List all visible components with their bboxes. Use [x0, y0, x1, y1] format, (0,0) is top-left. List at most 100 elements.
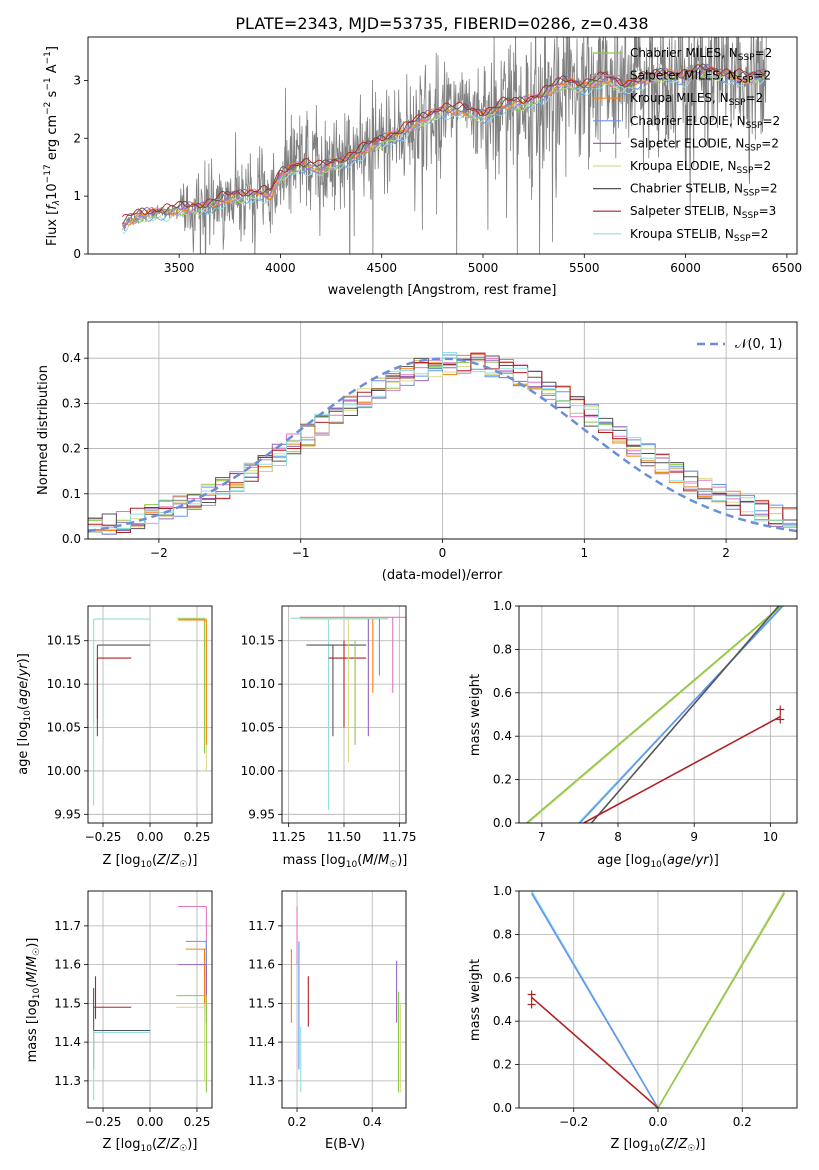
x-tick-label: 0.00	[137, 830, 164, 844]
age_vs_mass-plot-area	[290, 616, 406, 810]
y-tick-label: 0.8	[493, 927, 512, 941]
x-tick-label: 2	[722, 546, 730, 560]
mass-weight-line-chabrier_stelib	[590, 606, 780, 823]
y-tick-label: 11.5	[248, 996, 275, 1010]
y-tick-label: 0.3	[62, 396, 81, 410]
legend-label: Kroupa MILES, NSSP=2	[630, 91, 763, 108]
y-tick-label: 9.95	[54, 807, 81, 821]
y-tick-label: 11.3	[248, 1074, 275, 1088]
model-line-chabrier_stelib	[122, 63, 766, 225]
y-tick-label: 0.0	[62, 532, 81, 546]
y-tick-label: 0.2	[493, 773, 512, 787]
gaussian-curve	[88, 357, 797, 533]
y-tick-label: 11.4	[54, 1035, 81, 1049]
y-tick-label: 10.00	[241, 764, 275, 778]
y-tick-label: 9.95	[248, 807, 275, 821]
legend-label: Chabrier MILES, NSSP=2	[630, 46, 772, 63]
y-tick-label: 11.6	[54, 958, 81, 972]
spectrum-ylabel: Flux [fλ10−17 erg cm−2 s−1 A−1]	[43, 46, 62, 246]
mass-weight-line-chabrier_miles	[657, 892, 786, 1108]
x-tick-label: 6000	[670, 261, 701, 275]
x-tick-label: 8	[614, 830, 622, 844]
figure-title: PLATE=2343, MJD=53735, FIBERID=0286, z=0…	[235, 14, 648, 33]
axes-frame	[87, 890, 213, 1109]
massweight-vs-Z-panel: Z [log10(Z/Z☉)] mass weight −0.2 0.0 0.2 0.…	[468, 884, 798, 1154]
age_vs_Z-plot-area	[93, 617, 207, 806]
data-spectrum-line	[122, 37, 767, 254]
x-tick-label: 0.25	[184, 830, 211, 844]
mass-weight-line-salpeter_stelib	[583, 715, 781, 823]
mass-weight-line-salpeter_stelib	[531, 996, 659, 1108]
mwAge-ylabel: mass weight	[468, 674, 483, 756]
y-tick-label: 10.15	[241, 634, 275, 648]
legend-label: Kroupa ELODIE, NSSP=2	[630, 159, 771, 176]
y-tick-label: 10.10	[241, 677, 275, 691]
ageZ-ylabel: age [log10(age/yr)]	[16, 653, 33, 775]
ageM-xlabel: mass [log10(M/M☉)]	[283, 853, 408, 870]
y-tick-label: 11.4	[248, 1035, 275, 1049]
y-tick-label: 1	[73, 189, 81, 203]
y-tick-label: 0.6	[493, 971, 512, 985]
y-tick-label: 0	[73, 247, 81, 261]
y-tick-label: 10.15	[47, 634, 81, 648]
mass_vs_Z-plot-area	[93, 905, 207, 1101]
x-tick-label: 0.0	[648, 1115, 667, 1129]
legend-label: Salpeter ELODIE, NSSP=2	[630, 136, 779, 153]
y-tick-label: 0.2	[493, 1058, 512, 1072]
y-tick-label: 0.0	[493, 1101, 512, 1115]
legend-label: Salpeter STELIB, NSSP=3	[630, 204, 776, 221]
mass-weight-line-chabrier_elodie	[530, 892, 659, 1108]
spectrum-xlabel: wavelength [Angstrom, rest frame]	[328, 283, 557, 298]
legend-label: Salpeter MILES, NSSP=2	[630, 69, 771, 86]
x-tick-label: 7	[538, 830, 546, 844]
y-tick-label: 0.4	[493, 1014, 512, 1028]
axes-frame	[87, 605, 213, 824]
y-tick-label: 10.05	[47, 721, 81, 735]
x-tick-label: 5000	[468, 261, 499, 275]
y-tick-label: 0.2	[62, 442, 81, 456]
spectrum-plot-area	[122, 37, 767, 254]
y-tick-label: 10.05	[241, 721, 275, 735]
y-tick-label: 11.5	[54, 996, 81, 1010]
mass-vs-Z-panel: Z [log10(Z/Z☉)] mass [log10(M/M☉)] −0.25…	[25, 890, 213, 1154]
x-tick-label: 5500	[569, 261, 600, 275]
y-tick-label: 0.1	[62, 487, 81, 501]
x-tick-label: 0.2	[733, 1115, 752, 1129]
y-tick-label: 11.7	[248, 919, 275, 933]
x-tick-label: −0.25	[85, 1115, 122, 1129]
legend-label: 𝒩(0, 1)	[735, 337, 782, 352]
mass-vs-ebv-panel: E(B-V) 0.2 0.4 11.3 11.4 11.5 11.6 11.7	[248, 890, 407, 1152]
mwAge-xlabel: age [log10(age/yr)]	[597, 853, 719, 870]
mZ-ylabel: mass [log10(M/M☉)]	[25, 938, 42, 1063]
massweight_vs_Z-plot-area	[527, 891, 786, 1108]
x-tick-label: 10	[763, 830, 778, 844]
y-tick-label: 3	[73, 73, 81, 87]
residuals-ylabel: Normed distribution	[36, 365, 51, 495]
y-tick-label: 0.0	[493, 816, 512, 830]
x-tick-label: 11.25	[271, 830, 305, 844]
ageZ-xlabel: Z [log10(Z/Z☉)]	[103, 853, 198, 870]
y-tick-label: 10.10	[47, 677, 81, 691]
axes-frame	[87, 36, 798, 255]
y-tick-label: 11.3	[54, 1074, 81, 1088]
x-tick-label: 0.4	[363, 1115, 382, 1129]
massweight_vs_age-plot-area	[526, 606, 785, 823]
x-tick-label: 0.00	[137, 1115, 164, 1129]
y-tick-label: 11.7	[54, 919, 81, 933]
mwZ-xlabel: Z [log10(Z/Z☉)]	[611, 1137, 706, 1154]
y-tick-label: 1.0	[493, 599, 512, 613]
y-tick-label: 0.4	[62, 351, 81, 365]
legend-label: Chabrier STELIB, NSSP=2	[630, 182, 778, 199]
y-tick-label: 2	[73, 131, 81, 145]
residuals-panel: (data-model)/error Normed distribution −…	[36, 321, 798, 583]
model-line-salpeter_elodie	[122, 64, 767, 227]
x-tick-label: 6500	[772, 261, 803, 275]
mass-weight-line-chabrier_miles	[526, 606, 782, 823]
axes-frame	[281, 605, 407, 824]
x-tick-label: 9	[690, 830, 698, 844]
residuals-xlabel: (data-model)/error	[382, 568, 503, 583]
x-tick-label: 0.25	[184, 1115, 211, 1129]
x-tick-label: −0.2	[559, 1115, 588, 1129]
x-tick-label: 0.2	[287, 1115, 306, 1129]
